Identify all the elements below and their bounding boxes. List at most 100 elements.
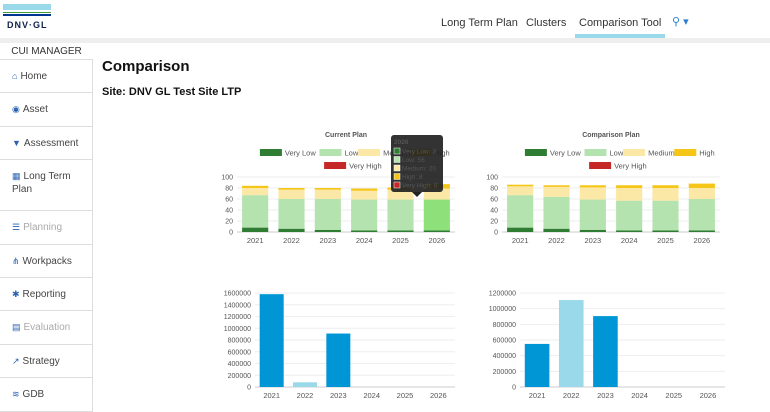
dnvgl-logo[interactable]: DNV·GL	[3, 4, 51, 30]
y-tick-label: 0	[494, 230, 498, 237]
sidebar-item-workpacks[interactable]: ⋔ Workpacks	[0, 244, 93, 278]
bar-segment-medium	[387, 189, 414, 200]
bar	[326, 333, 351, 387]
sidebar-item-asset[interactable]: ◉ Asset	[0, 93, 93, 127]
legend-label: Very High	[614, 162, 647, 171]
chart-title: Comparison Plan	[582, 132, 640, 139]
user-menu[interactable]: ⚲ ▾	[672, 16, 689, 28]
current-cost-chart: 0 200000 400000 600000 800000 1000000 1200000 1…	[224, 291, 455, 400]
sidebar-item-home[interactable]: ⌂ Home	[0, 60, 93, 94]
legend-swatch	[259, 149, 282, 156]
legend-swatch	[319, 149, 342, 156]
bar-segment-low	[652, 200, 679, 231]
tooltip-swatch	[393, 156, 401, 163]
sidebar-item-planning[interactable]: ☰ Planning	[0, 211, 93, 245]
sidebar-item-label: Home	[20, 71, 48, 82]
bar-segment-low	[242, 195, 269, 228]
x-tick-label: 2022	[548, 236, 565, 245]
bar-segment-high	[507, 184, 534, 187]
x-tick-label: 2023	[584, 236, 601, 245]
y-tick-label: 80	[225, 186, 233, 193]
y-tick-label: 60	[225, 197, 233, 204]
tooltip-title: 2026	[394, 139, 409, 146]
gear-icon: ✱	[12, 288, 20, 299]
y-tick-label: 1200000	[224, 314, 251, 321]
bar-segment-medium	[543, 186, 570, 197]
y-tick-label: 800000	[493, 322, 516, 329]
y-tick-label: 1600000	[224, 291, 251, 298]
sidebar-item-strategy[interactable]: ↗ Strategy	[0, 344, 93, 379]
bar-segment-low	[314, 199, 341, 230]
y-tick-label: 40	[225, 208, 233, 215]
x-tick-label: 2023	[330, 391, 347, 400]
bar-segment-medium	[652, 188, 679, 201]
header-divider	[0, 38, 770, 43]
nav-clusters[interactable]: Clusters	[526, 17, 567, 29]
legend-label: Medium	[648, 149, 675, 158]
sidebar-item-evaluation[interactable]: ▤ Evaluation	[0, 311, 93, 345]
y-tick-label: 1200000	[489, 291, 516, 298]
top-header: DNV·GL Long Term Plan Clusters Compariso…	[0, 0, 770, 38]
calendar-icon: ▦	[12, 171, 21, 182]
y-tick-label: 20	[225, 219, 233, 226]
bar	[558, 300, 584, 387]
sidebar-item-label: Planning	[23, 222, 62, 234]
tooltip-swatch	[393, 164, 401, 172]
bar-segment-medium	[242, 188, 269, 196]
y-tick-label: 400000	[228, 361, 251, 368]
bar	[293, 382, 317, 387]
y-tick-label: 800000	[228, 338, 251, 345]
x-tick-label: 2021	[512, 236, 529, 245]
file-icon: ▤	[12, 322, 21, 333]
bar	[259, 294, 284, 387]
page-title: Comparison	[102, 58, 190, 75]
x-tick-label: 2024	[363, 391, 380, 400]
legend-swatch	[358, 149, 381, 156]
y-tick-label: 1000000	[489, 306, 516, 313]
bar-segment-very-low	[314, 229, 341, 232]
x-tick-label: 2023	[319, 236, 336, 245]
nav-long-term-plan[interactable]: Long Term Plan	[441, 17, 518, 29]
tooltip-swatch	[393, 181, 401, 189]
bar-segment-very-low	[688, 230, 715, 232]
bar-segment-low	[351, 199, 378, 231]
home-icon: ⌂	[12, 71, 18, 81]
x-tick-label: 2024	[356, 236, 373, 245]
legend-label: Low	[610, 149, 624, 158]
x-tick-label: 2022	[563, 391, 580, 400]
bar-segment-high	[688, 183, 715, 188]
y-tick-label: 40	[490, 208, 498, 215]
legend-swatch	[589, 162, 612, 169]
sidebar-title: CUI MANAGER	[0, 46, 93, 60]
nav-comparison-tool[interactable]: Comparison Tool	[575, 17, 666, 38]
legend-label: Low	[345, 149, 359, 158]
bar-segment-high	[579, 185, 606, 188]
sitemap-icon: ⋔	[12, 255, 20, 266]
site-title: Site: DNV GL Test Site LTP	[102, 86, 242, 98]
sidebar-item-label: GDB	[22, 389, 45, 401]
y-tick-label: 200000	[228, 373, 251, 380]
bar-segment-low	[688, 199, 715, 231]
tooltip-line: Very High: 0	[402, 183, 438, 190]
tooltip-line: High: 8	[402, 174, 423, 181]
bar	[524, 343, 550, 387]
bar-segment-very-low	[423, 230, 450, 232]
legend-label: High	[699, 149, 714, 158]
x-tick-label: 2023	[597, 391, 614, 400]
sidebar-item-gdb[interactable]: ≋ GDB	[0, 378, 93, 412]
sidebar-item-reporting[interactable]: ✱ Reporting	[0, 277, 93, 312]
bar-segment-low	[387, 199, 414, 231]
bar-segment-high	[652, 185, 679, 188]
cube-icon: ◉	[12, 104, 20, 115]
y-tick-label: 0	[229, 230, 233, 237]
x-tick-label: 2025	[397, 391, 414, 400]
sidebar-item-assessment[interactable]: ▼ Assessment	[0, 126, 93, 161]
sidebar-item-long-term-plan[interactable]: ▦ Long Term Plan	[0, 160, 93, 212]
bar-segment-low	[616, 200, 643, 231]
bar-segment-medium	[579, 187, 606, 200]
bar-segment-very-low	[652, 230, 679, 232]
tooltip-line: Medium: 20	[402, 166, 436, 173]
bar-segment-very-low	[351, 230, 378, 232]
sidebar-item-label: Long Term Plan	[12, 171, 71, 196]
